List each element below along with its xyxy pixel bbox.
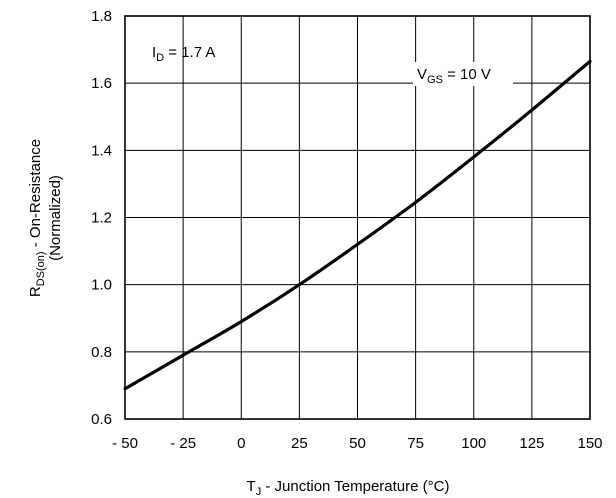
y-axis-title-line2: (Normalized) — [47, 175, 64, 261]
annotation-gate-voltage: VGS = 10 V — [417, 66, 491, 86]
annotation-vgs-background — [413, 62, 513, 86]
x-tick-label: 125 — [519, 435, 544, 452]
grid — [125, 16, 590, 419]
x-tick-label: 0 — [237, 435, 245, 452]
y-tick-label: 1.6 — [91, 75, 112, 92]
x-tick-label: 150 — [577, 435, 602, 452]
x-tick-label: 50 — [349, 435, 366, 452]
annotation-drain-current: ID = 1.7 A — [152, 44, 215, 64]
y-tick-label: 1.4 — [91, 142, 112, 159]
x-tick-labels: - 50 - 25 0 25 50 75 100 125 150 — [112, 435, 602, 452]
plot-frame — [124, 15, 591, 420]
x-tick-label: - 50 — [112, 435, 138, 452]
x-tick-label: - 25 — [170, 435, 196, 452]
x-tick-label: 25 — [291, 435, 308, 452]
x-tick-label: 75 — [407, 435, 424, 452]
y-tick-label: 1.8 — [91, 8, 112, 25]
y-tick-label: 0.8 — [91, 344, 112, 361]
series-line-rds-vs-tj — [123, 59, 592, 391]
x-tick-label: 100 — [461, 435, 486, 452]
y-tick-label: 1.0 — [91, 277, 112, 294]
y-tick-label: 0.6 — [91, 411, 112, 428]
y-axis-title-group: RDS(on) - On-Resistance (Normalized) — [27, 139, 64, 297]
x-axis-title: TJ - Junction Temperature (°C) — [247, 478, 450, 498]
y-axis-title: RDS(on) - On-Resistance — [27, 139, 47, 297]
y-tick-labels: 0.6 0.8 1.0 1.2 1.4 1.6 1.8 — [91, 8, 112, 428]
y-tick-label: 1.2 — [91, 210, 112, 227]
